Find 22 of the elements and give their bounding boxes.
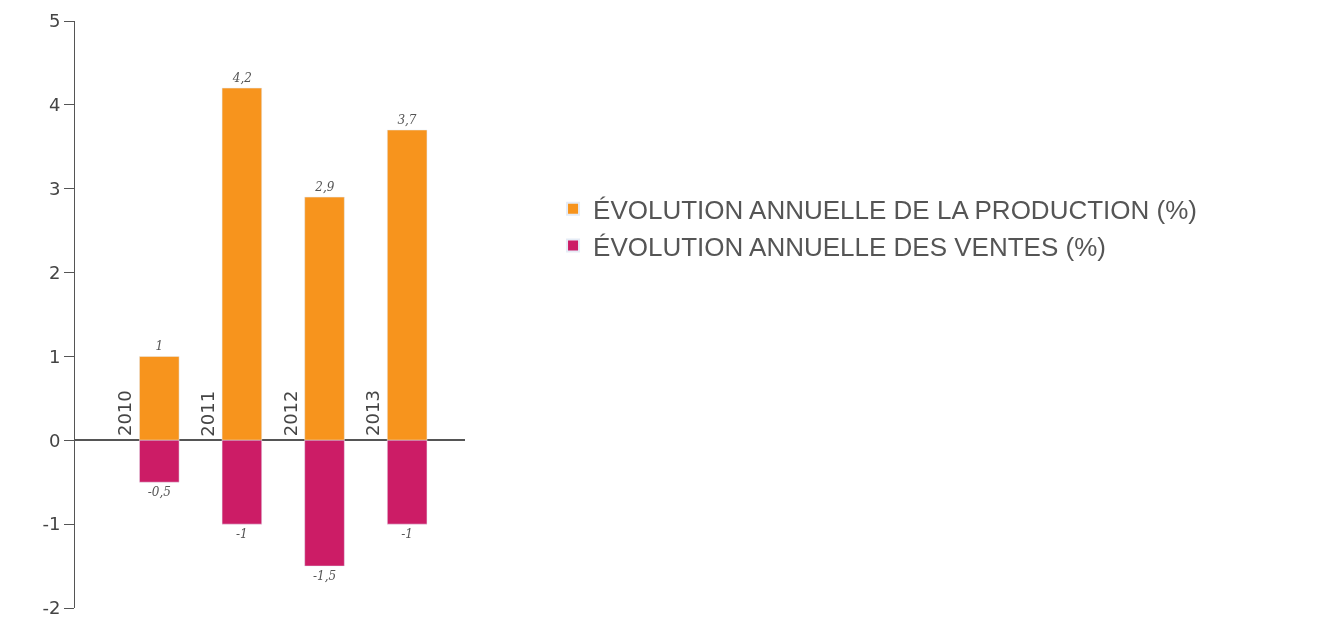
y-tick-label: 0 bbox=[48, 429, 61, 451]
data-label: 1 bbox=[155, 339, 164, 354]
legend-label: ÉVOLUTION ANNUELLE DES VENTES (%) bbox=[593, 231, 1106, 262]
x-tick-label: 2010 bbox=[114, 390, 136, 437]
data-label: -1,5 bbox=[312, 569, 337, 584]
y-tick-label: -2 bbox=[42, 597, 61, 619]
y-tick-label: 3 bbox=[48, 178, 61, 200]
x-tick-label: 2011 bbox=[197, 390, 219, 437]
y-tick-label: 2 bbox=[48, 261, 61, 283]
y-tick-label: 1 bbox=[48, 345, 61, 367]
y-tick-label: 5 bbox=[48, 10, 61, 32]
data-label: 4,2 bbox=[231, 71, 252, 86]
legend-label: ÉVOLUTION ANNUELLE DE LA PRODUCTION (%) bbox=[593, 194, 1197, 225]
data-label: -1 bbox=[236, 527, 248, 542]
y-tick-label: 4 bbox=[48, 94, 61, 116]
data-label: 3,7 bbox=[397, 113, 417, 128]
x-tick-label: 2012 bbox=[279, 390, 301, 437]
x-tick-label: 2013 bbox=[362, 390, 384, 436]
y-tick-label: -1 bbox=[42, 513, 61, 535]
data-label: -1 bbox=[401, 527, 413, 542]
data-label: 2,9 bbox=[314, 180, 335, 195]
data-label: -0,5 bbox=[147, 485, 171, 500]
